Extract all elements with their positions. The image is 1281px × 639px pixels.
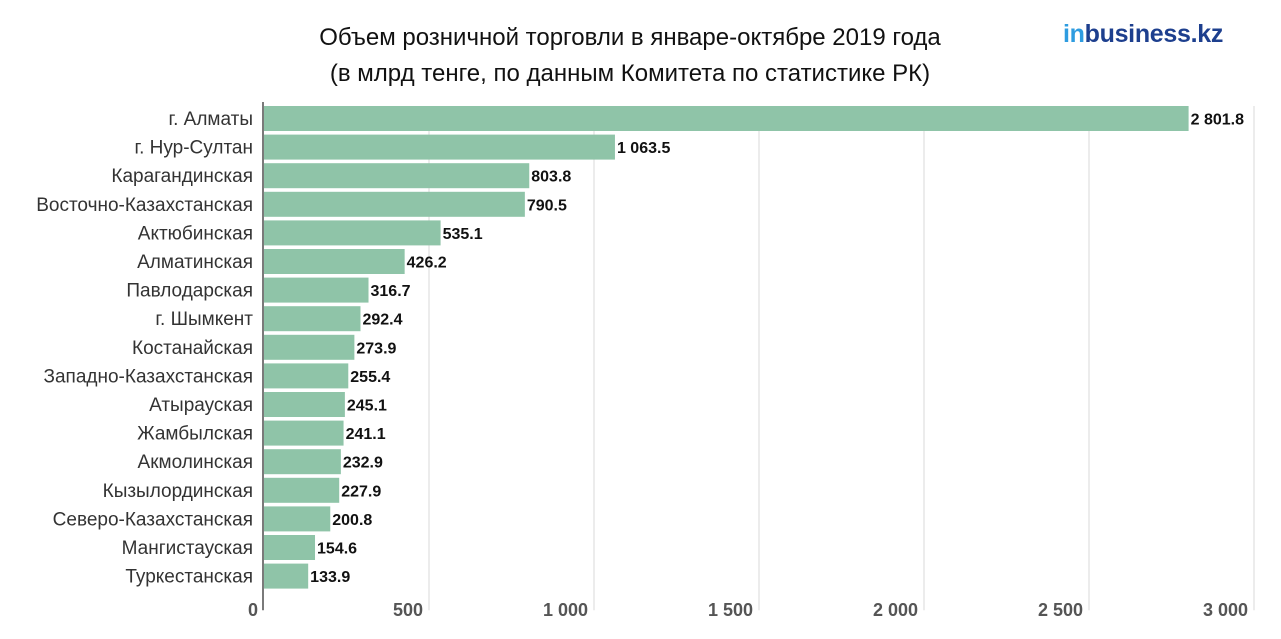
value-label: 273.9 (356, 340, 396, 357)
value-label: 200.8 (332, 512, 372, 529)
category-label: Павлодарская (126, 281, 253, 302)
category-label: Восточно-Казахстанская (36, 195, 253, 216)
category-label: г. Шымкент (155, 309, 253, 330)
value-label: 241.1 (346, 426, 386, 443)
value-label: 133.9 (310, 569, 350, 586)
value-label: 255.4 (350, 369, 390, 386)
bar (264, 277, 369, 303)
x-tick-label: 1 500 (708, 600, 753, 620)
value-label: 790.5 (527, 197, 567, 214)
value-label: 426.2 (407, 255, 447, 272)
x-tick-label: 2 500 (1038, 600, 1083, 620)
chart-title-line-2: (в млрд тенге, по данным Комитета по ста… (329, 60, 931, 87)
bar (264, 134, 615, 160)
value-label: 803.8 (531, 169, 571, 186)
category-label: Кызылординская (103, 481, 253, 502)
category-label: г. Нур-Султан (134, 138, 253, 159)
bar (264, 334, 355, 360)
category-label: Жамбылская (137, 424, 253, 445)
bar (264, 163, 530, 189)
category-label: Северо-Казахстанская (53, 509, 253, 530)
category-label: Туркестанская (125, 567, 253, 588)
bar (264, 306, 361, 332)
x-tick-label: 3 000 (1203, 600, 1248, 620)
category-label: г. Алматы (169, 109, 254, 130)
value-label: 245.1 (347, 398, 387, 415)
bar (264, 220, 441, 246)
category-label: Костанайская (132, 338, 253, 359)
bar (264, 363, 349, 389)
chart-title: Объем розничной торговли в январе-октябр… (150, 20, 1110, 92)
x-tick-label: 500 (393, 600, 423, 620)
value-label: 1 063.5 (617, 140, 670, 157)
category-label: Актюбинская (138, 223, 253, 244)
value-label: 2 801.8 (1191, 112, 1244, 129)
bar (264, 506, 331, 532)
bar (264, 249, 405, 274)
chart-title-line-1: Объем розничной торговли в январе-октябр… (319, 24, 941, 51)
bar (264, 106, 1189, 131)
category-label: Карагандинская (111, 166, 253, 187)
category-label: Мангистауская (122, 538, 253, 559)
x-tick-label: 2 000 (873, 600, 918, 620)
logo-prefix: in (1063, 20, 1085, 48)
bar (264, 477, 340, 503)
x-tick-label: 0 (248, 600, 258, 620)
bar (264, 392, 345, 417)
value-label: 292.4 (362, 312, 402, 329)
bar (264, 563, 309, 589)
value-label: 154.6 (317, 541, 357, 558)
category-label: Атырауская (149, 395, 253, 416)
category-label: Акмолинская (138, 452, 253, 473)
category-label: Алматинская (137, 252, 253, 273)
value-label: 535.1 (443, 226, 483, 243)
logo-suffix: business.kz (1084, 20, 1224, 48)
category-label: Западно-Казахстанская (44, 366, 254, 387)
bar (264, 449, 341, 475)
value-label: 316.7 (371, 283, 411, 300)
value-label: 227.9 (341, 483, 381, 500)
x-tick-label: 1 000 (543, 600, 588, 620)
value-label: 232.9 (343, 455, 383, 472)
bar (264, 191, 525, 217)
inbusiness-logo[interactable]: inbusiness.kz (1063, 20, 1223, 49)
bar (264, 420, 344, 446)
bar (264, 535, 316, 560)
